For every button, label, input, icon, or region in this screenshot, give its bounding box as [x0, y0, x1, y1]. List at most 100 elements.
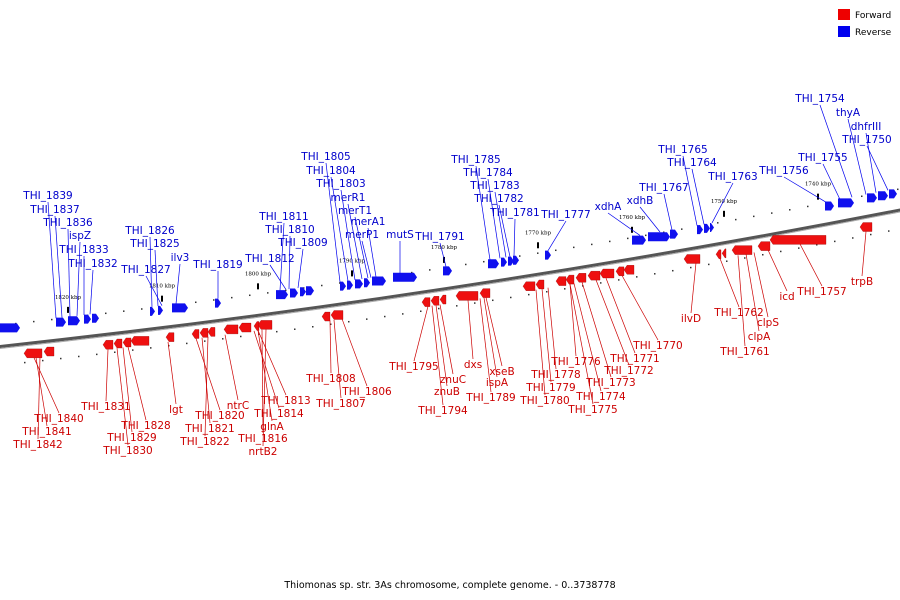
forward-gene-feature[interactable] — [439, 294, 447, 305]
forward-gene-feature[interactable] — [587, 271, 601, 281]
reverse-gene-label[interactable]: xdhB — [627, 195, 654, 207]
reverse-gene-feature[interactable] — [878, 191, 888, 201]
reverse-gene-label[interactable]: THI_1825 — [129, 238, 179, 250]
forward-gene-label[interactable]: THI_1794 — [417, 405, 468, 417]
forward-gene-feature[interactable] — [102, 340, 114, 350]
reverse-gene-feature[interactable] — [632, 235, 646, 245]
reverse-gene-feature[interactable] — [670, 229, 678, 239]
reverse-gene-label[interactable]: ispZ — [69, 230, 91, 242]
forward-gene-label[interactable]: clpS — [757, 317, 779, 329]
forward-gene-label[interactable]: THI_1771 — [609, 353, 659, 365]
forward-gene-label[interactable]: THI_1828 — [120, 420, 170, 432]
forward-gene-label[interactable]: icd — [779, 291, 794, 303]
reverse-gene-label[interactable]: THI_1832 — [67, 258, 117, 270]
reverse-gene-label[interactable]: THI_1767 — [638, 182, 688, 194]
reverse-gene-feature[interactable] — [704, 223, 710, 233]
reverse-gene-label[interactable]: mutS — [386, 229, 414, 241]
reverse-gene-feature[interactable] — [0, 323, 20, 333]
forward-gene-label[interactable]: THI_1789 — [465, 392, 515, 404]
forward-gene-feature[interactable] — [257, 320, 273, 330]
forward-gene-feature[interactable] — [479, 288, 491, 298]
forward-gene-label[interactable]: THI_1770 — [632, 340, 682, 352]
reverse-gene-label[interactable]: THI_1785 — [450, 154, 500, 166]
forward-gene-label[interactable]: nrtB2 — [249, 446, 278, 458]
reverse-gene-feature[interactable] — [92, 313, 99, 323]
reverse-gene-label[interactable]: xdhA — [595, 201, 623, 213]
forward-gene-feature[interactable] — [430, 296, 440, 306]
reverse-gene-feature[interactable] — [889, 189, 897, 199]
reverse-gene-feature[interactable] — [290, 288, 298, 298]
forward-gene-label[interactable]: ilvD — [681, 313, 701, 325]
forward-gene-label[interactable]: THI_1762 — [713, 307, 763, 319]
reverse-gene-feature[interactable] — [347, 280, 353, 290]
forward-gene-feature[interactable] — [535, 279, 545, 290]
reverse-gene-feature[interactable] — [364, 278, 370, 288]
reverse-gene-feature[interactable] — [443, 266, 452, 276]
reverse-gene-label[interactable]: THI_1784 — [462, 167, 513, 179]
reverse-gene-label[interactable]: thyA — [836, 107, 861, 119]
forward-gene-feature[interactable] — [555, 276, 567, 286]
forward-gene-label[interactable]: THI_1814 — [253, 408, 304, 420]
reverse-gene-feature[interactable] — [867, 193, 877, 203]
reverse-gene-label[interactable]: dhfrIII — [851, 121, 882, 133]
forward-gene-feature[interactable] — [575, 273, 587, 283]
forward-gene-label[interactable]: THI_1820 — [194, 410, 244, 422]
forward-gene-feature[interactable] — [421, 297, 431, 307]
reverse-gene-label[interactable]: THI_1750 — [841, 134, 891, 146]
forward-gene-label[interactable]: THI_1807 — [315, 398, 365, 410]
forward-gene-feature[interactable] — [715, 249, 722, 259]
reverse-gene-label[interactable]: THI_1803 — [315, 178, 365, 190]
forward-gene-label[interactable]: THI_1831 — [80, 401, 130, 413]
reverse-gene-label[interactable]: THI_1763 — [707, 171, 757, 183]
forward-gene-feature[interactable] — [43, 346, 55, 357]
reverse-gene-feature[interactable] — [215, 298, 221, 308]
forward-gene-feature[interactable] — [122, 337, 132, 348]
reverse-gene-label[interactable]: THI_1791 — [414, 231, 464, 243]
reverse-gene-feature[interactable] — [68, 316, 80, 326]
reverse-gene-feature[interactable] — [84, 314, 91, 324]
reverse-gene-feature[interactable] — [340, 281, 346, 291]
forward-gene-feature[interactable] — [23, 348, 43, 358]
forward-gene-label[interactable]: THI_1776 — [550, 356, 601, 368]
forward-gene-label[interactable]: THI_1821 — [184, 423, 234, 435]
reverse-gene-label[interactable]: THI_1812 — [244, 253, 294, 265]
forward-gene-label[interactable]: THI_1778 — [530, 369, 580, 381]
forward-gene-label[interactable]: THI_1780 — [519, 395, 569, 407]
forward-gene-label[interactable]: THI_1795 — [388, 361, 438, 373]
forward-gene-feature[interactable] — [769, 235, 827, 245]
forward-gene-feature[interactable] — [330, 310, 344, 320]
forward-gene-label[interactable]: znuB — [434, 386, 460, 398]
forward-gene-feature[interactable] — [599, 268, 615, 279]
reverse-gene-feature[interactable] — [172, 303, 188, 313]
forward-gene-label[interactable]: THI_1761 — [719, 346, 769, 358]
reverse-gene-feature[interactable] — [838, 198, 854, 208]
forward-gene-feature[interactable] — [623, 265, 635, 275]
forward-gene-label[interactable]: THI_1840 — [33, 413, 83, 425]
forward-gene-feature[interactable] — [253, 321, 260, 331]
forward-gene-label[interactable]: THI_1830 — [102, 445, 152, 457]
forward-gene-label[interactable]: clpA — [748, 331, 771, 343]
reverse-gene-label[interactable]: THI_1781 — [489, 207, 539, 219]
forward-gene-label[interactable]: lgt — [169, 404, 183, 416]
forward-gene-label[interactable]: THI_1773 — [585, 377, 635, 389]
forward-gene-label[interactable]: THI_1808 — [305, 373, 355, 385]
forward-gene-label[interactable]: dxs — [464, 359, 482, 371]
forward-gene-feature[interactable] — [731, 245, 753, 255]
forward-gene-feature[interactable] — [522, 281, 536, 291]
reverse-gene-feature[interactable] — [56, 317, 66, 327]
forward-gene-feature[interactable] — [130, 336, 150, 346]
reverse-gene-feature[interactable] — [372, 276, 386, 286]
reverse-gene-label[interactable]: THI_1827 — [120, 264, 170, 276]
forward-gene-feature[interactable] — [757, 241, 771, 251]
forward-gene-label[interactable]: trpB — [851, 276, 873, 288]
forward-gene-feature[interactable] — [113, 338, 123, 349]
forward-gene-label[interactable]: znuC — [440, 374, 466, 386]
reverse-gene-label[interactable]: merP1 — [345, 229, 379, 241]
reverse-gene-label[interactable]: THI_1839 — [22, 190, 72, 202]
forward-gene-label[interactable]: THI_1842 — [12, 439, 62, 451]
reverse-gene-feature[interactable] — [355, 279, 363, 289]
reverse-gene-feature[interactable] — [825, 201, 834, 211]
reverse-gene-label[interactable]: ilv3 — [171, 252, 190, 264]
reverse-gene-feature[interactable] — [710, 222, 714, 232]
reverse-gene-feature[interactable] — [545, 250, 551, 260]
